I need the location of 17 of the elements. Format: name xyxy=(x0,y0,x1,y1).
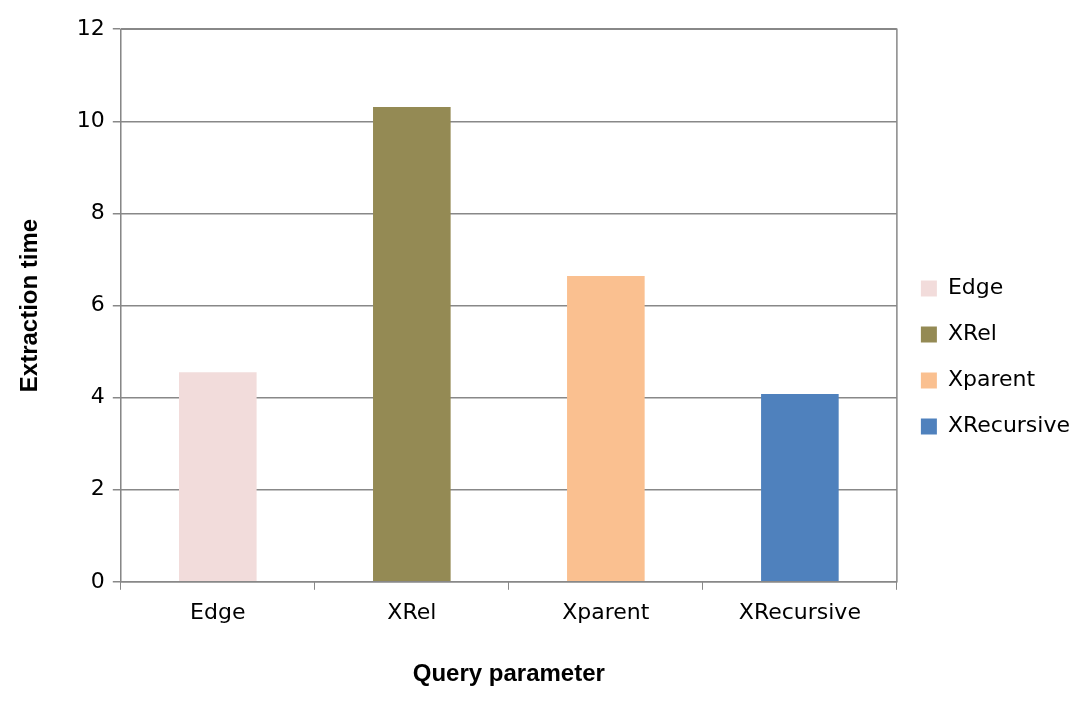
y-tick-label: 12 xyxy=(76,14,105,40)
legend-label: XRel xyxy=(947,320,997,346)
x-axis-title: Query parameter xyxy=(412,659,605,687)
x-tick-label: XRel xyxy=(387,598,437,624)
y-axis-title: Extraction time xyxy=(15,218,43,393)
y-tick-label: 4 xyxy=(90,383,105,409)
y-tick-label: 2 xyxy=(90,475,105,501)
x-tick-label: XRecursive xyxy=(738,598,861,624)
y-tick-label: 8 xyxy=(90,199,105,225)
y-tick-label: 6 xyxy=(90,291,105,317)
legend-label: Edge xyxy=(947,274,1004,300)
x-tick-label: Edge xyxy=(190,598,246,624)
y-tick-label: 10 xyxy=(76,107,105,133)
x-tick-label: Xparent xyxy=(562,598,650,624)
legend-label: Xparent xyxy=(947,366,1036,392)
legend-label: XRecursive xyxy=(947,412,1071,438)
y-tick-label: 0 xyxy=(90,567,105,593)
